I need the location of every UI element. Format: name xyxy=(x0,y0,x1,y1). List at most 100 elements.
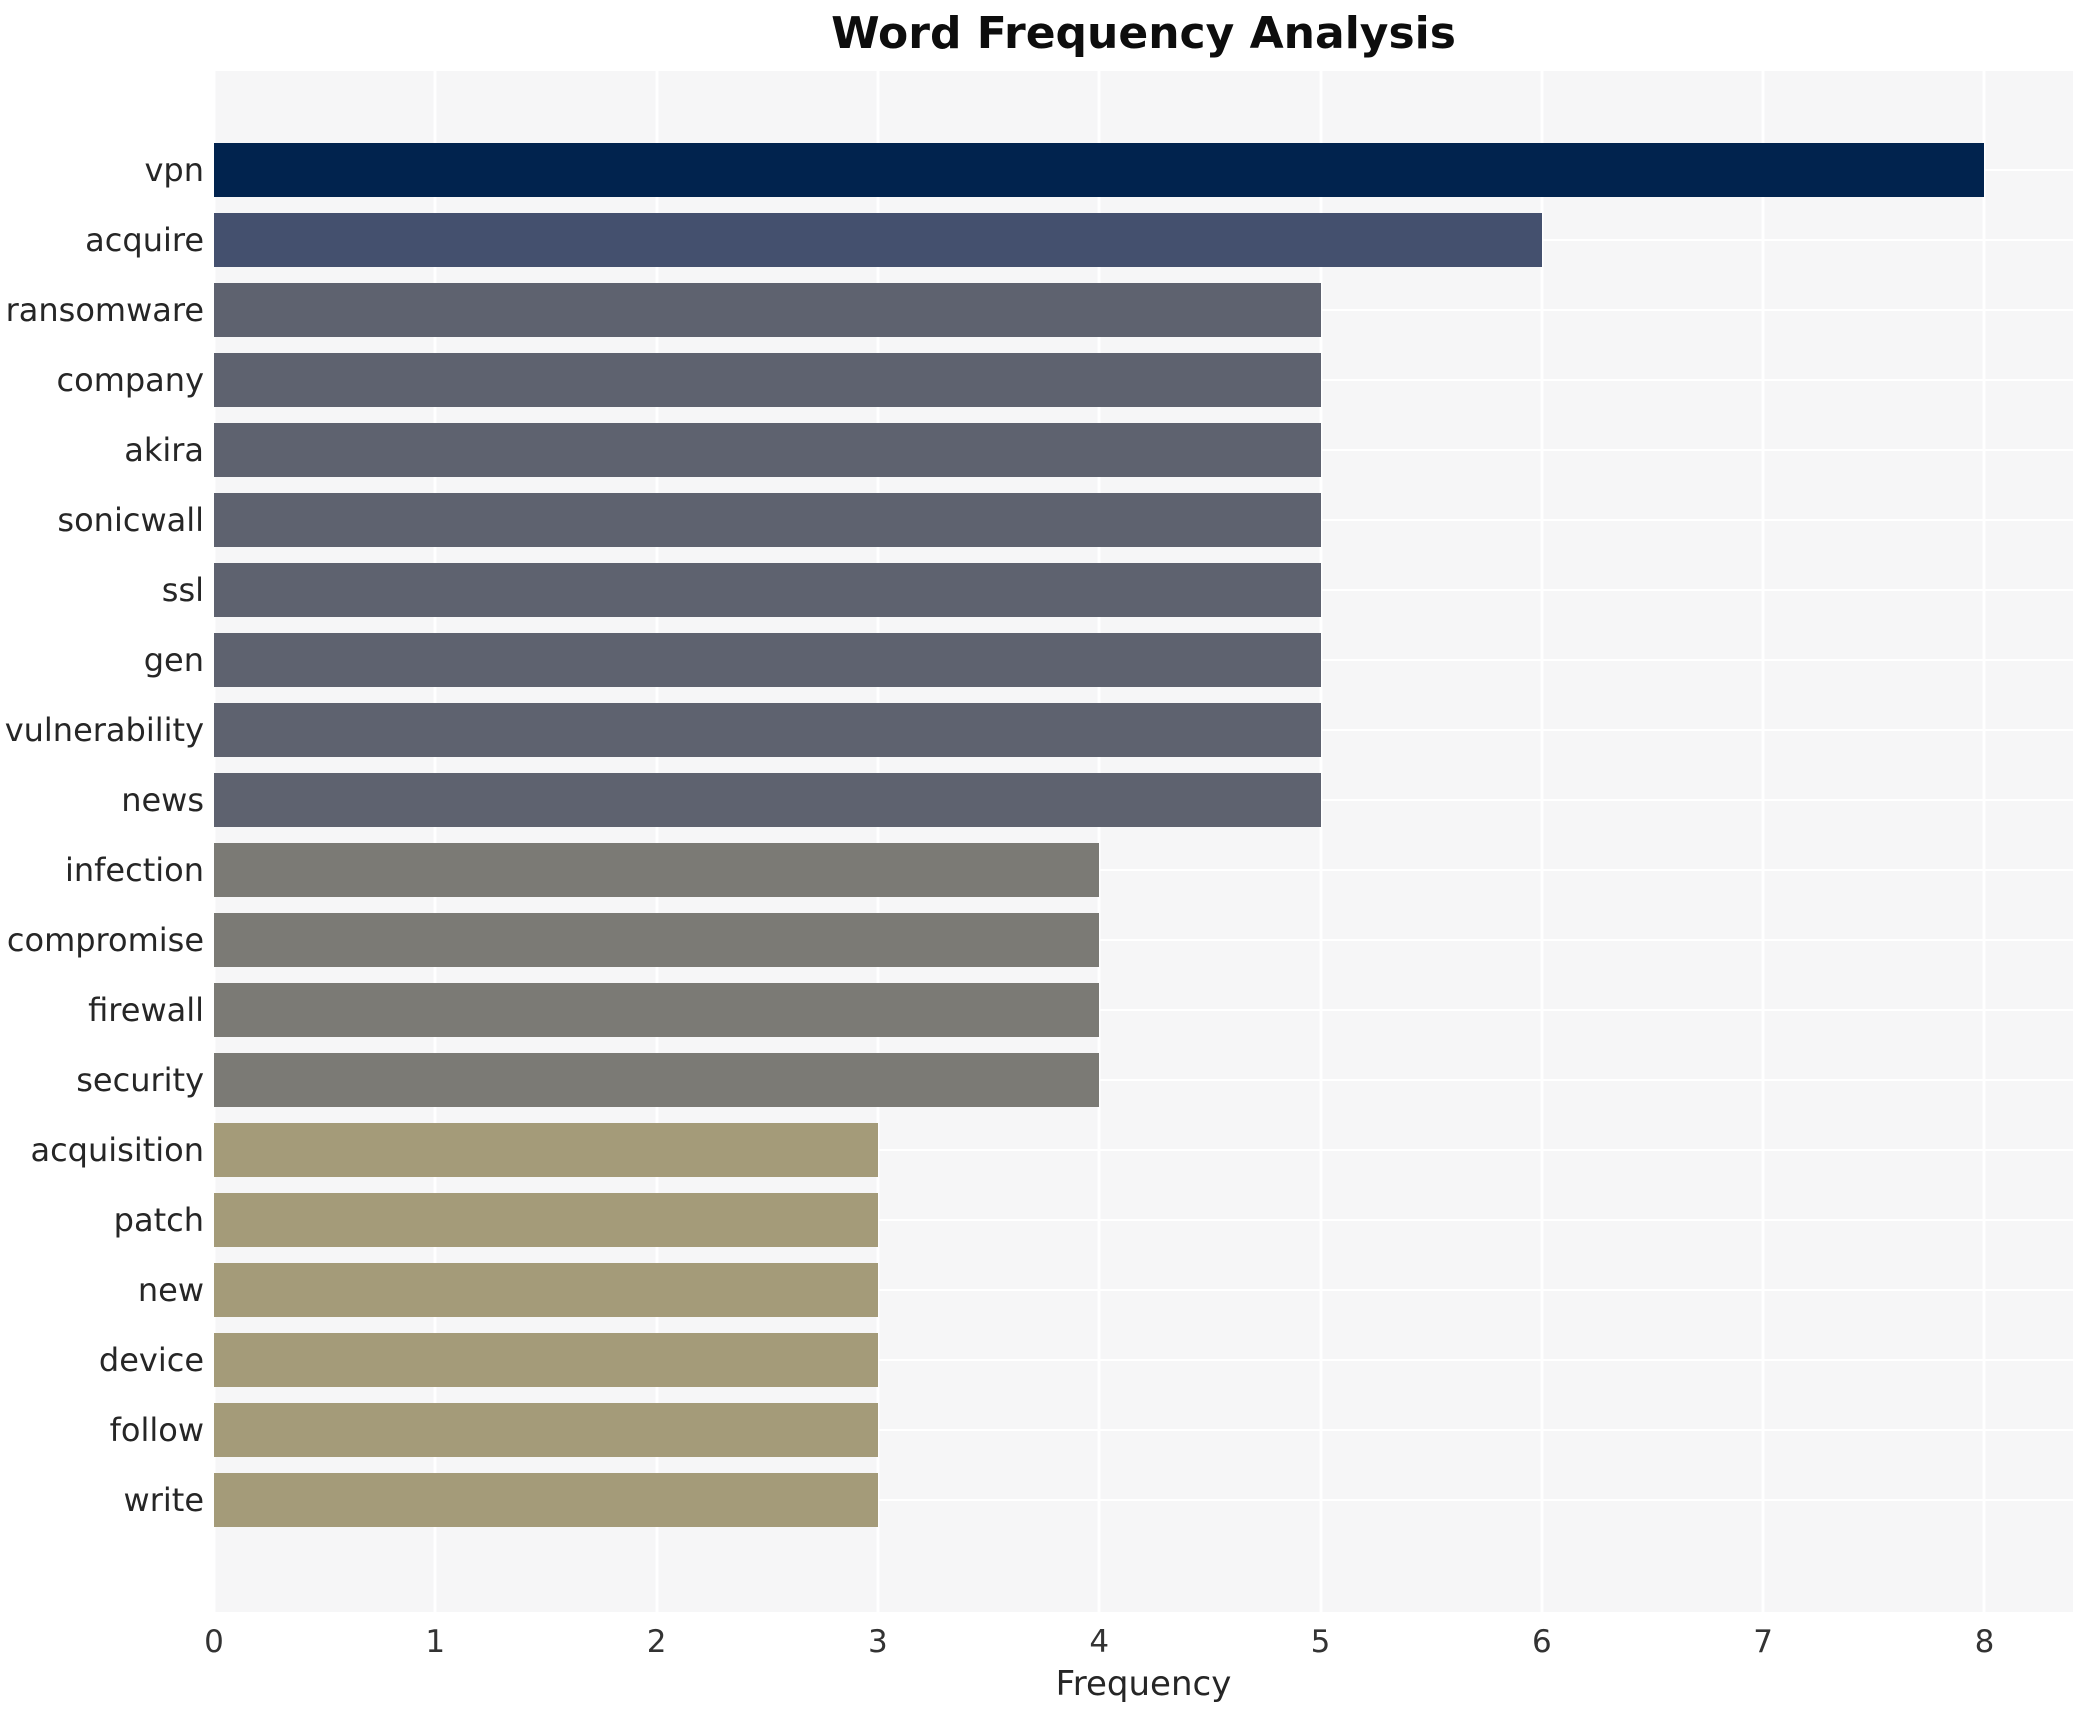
horizontal-gridline xyxy=(214,939,2073,941)
bar-track xyxy=(214,633,2073,687)
bar-row: acquisition xyxy=(0,1115,2093,1185)
x-axis-ticks: 0 1 2 3 4 5 6 7 8 xyxy=(204,1624,2073,1664)
bar-track xyxy=(214,1053,2073,1107)
frequency-bar xyxy=(214,913,1100,967)
frequency-bar xyxy=(214,1263,878,1317)
bar-track xyxy=(214,143,2073,197)
bar-row: gen xyxy=(0,625,2093,695)
bar-row: akira xyxy=(0,415,2093,485)
vertical-gridline xyxy=(655,71,659,1612)
bar-track xyxy=(214,1403,2073,1457)
x-tick-label: 8 xyxy=(1974,1624,1995,1660)
bar-row: write xyxy=(0,1465,2093,1535)
bar-row: news xyxy=(0,765,2093,835)
x-tick-label: 6 xyxy=(1531,1624,1552,1660)
category-label: ssl xyxy=(161,571,204,609)
category-label: vpn xyxy=(144,151,204,189)
x-tick-label: 3 xyxy=(868,1624,888,1660)
frequency-bar xyxy=(214,633,1321,687)
chart-title: Word Frequency Analysis xyxy=(831,8,1456,59)
category-label: device xyxy=(98,1341,204,1379)
category-label: sonicwall xyxy=(57,501,204,539)
x-tick-label: 7 xyxy=(1753,1624,1774,1660)
frequency-bar xyxy=(214,493,1321,547)
bar-track xyxy=(214,1473,2073,1527)
category-label: acquisition xyxy=(30,1131,204,1169)
bar-row: firewall xyxy=(0,975,2093,1045)
category-label: ransomware xyxy=(5,291,204,329)
horizontal-gridline xyxy=(214,1429,2073,1431)
x-axis-label: Frequency xyxy=(1055,1664,1232,1704)
bar-row: ssl xyxy=(0,555,2093,625)
bar-row: company xyxy=(0,345,2093,415)
x-tick-label: 5 xyxy=(1310,1624,1331,1660)
category-label: follow xyxy=(109,1411,204,1449)
bar-row: acquire xyxy=(0,205,2093,275)
bar-row: security xyxy=(0,1045,2093,1115)
bar-track xyxy=(214,1193,2073,1247)
vertical-gridline xyxy=(1540,71,1544,1612)
horizontal-gridline xyxy=(214,1009,2073,1011)
bar-track xyxy=(214,283,2073,337)
category-label: patch xyxy=(113,1201,204,1239)
vertical-gridline xyxy=(876,71,880,1612)
vertical-gridline xyxy=(433,71,437,1612)
vertical-gridline xyxy=(212,71,216,1612)
frequency-bar xyxy=(214,283,1321,337)
bar-track xyxy=(214,423,2073,477)
category-label: write xyxy=(123,1481,204,1519)
category-label: security xyxy=(76,1061,204,1099)
vertical-gridline xyxy=(1097,71,1101,1612)
x-tick-label: 1 xyxy=(425,1624,446,1660)
frequency-bar xyxy=(214,773,1321,827)
vertical-gridline xyxy=(1761,71,1765,1612)
bar-track xyxy=(214,493,2073,547)
category-label: new xyxy=(137,1271,204,1309)
bar-track xyxy=(214,773,2073,827)
frequency-bar xyxy=(214,143,1985,197)
bar-track xyxy=(214,213,2073,267)
vertical-gridline xyxy=(1319,71,1323,1612)
bar-row: compromise xyxy=(0,905,2093,975)
bar-row: patch xyxy=(0,1185,2093,1255)
category-label: akira xyxy=(124,431,204,469)
bar-row: follow xyxy=(0,1395,2093,1465)
x-tick-label: 0 xyxy=(204,1624,224,1660)
horizontal-gridline xyxy=(214,1289,2073,1291)
frequency-bar xyxy=(214,1053,1100,1107)
horizontal-gridline xyxy=(214,1219,2073,1221)
bar-row: device xyxy=(0,1325,2093,1395)
bar-row: sonicwall xyxy=(0,485,2093,555)
horizontal-gridline xyxy=(214,1499,2073,1501)
frequency-bar xyxy=(214,1403,878,1457)
category-label: infection xyxy=(64,851,204,889)
category-label: compromise xyxy=(6,921,204,959)
bar-row: vulnerability xyxy=(0,695,2093,765)
bar-track xyxy=(214,703,2073,757)
bar-track xyxy=(214,983,2073,1037)
horizontal-gridline xyxy=(214,1359,2073,1361)
frequency-bar xyxy=(214,703,1321,757)
frequency-bar xyxy=(214,1333,878,1387)
frequency-bar xyxy=(214,843,1100,897)
category-label: vulnerability xyxy=(4,711,204,749)
bar-track xyxy=(214,1333,2073,1387)
vertical-gridline xyxy=(1982,71,1986,1612)
category-label: acquire xyxy=(85,221,204,259)
bar-track xyxy=(214,913,2073,967)
horizontal-gridline xyxy=(214,869,2073,871)
frequency-bar xyxy=(214,213,1542,267)
bar-row: vpn xyxy=(0,135,2093,205)
bar-track xyxy=(214,563,2073,617)
frequency-bar xyxy=(214,423,1321,477)
bar-row: infection xyxy=(0,835,2093,905)
bar-row: ransomware xyxy=(0,275,2093,345)
category-label: news xyxy=(121,781,204,819)
frequency-bar xyxy=(214,983,1100,1037)
x-tick-label: 4 xyxy=(1089,1624,1110,1660)
bar-rows: vpn acquire ransomware company akira sonicwal… xyxy=(0,135,2093,1535)
frequency-bar xyxy=(214,1193,878,1247)
category-label: company xyxy=(56,361,204,399)
category-label: firewall xyxy=(88,991,204,1029)
horizontal-gridline xyxy=(214,1079,2073,1081)
